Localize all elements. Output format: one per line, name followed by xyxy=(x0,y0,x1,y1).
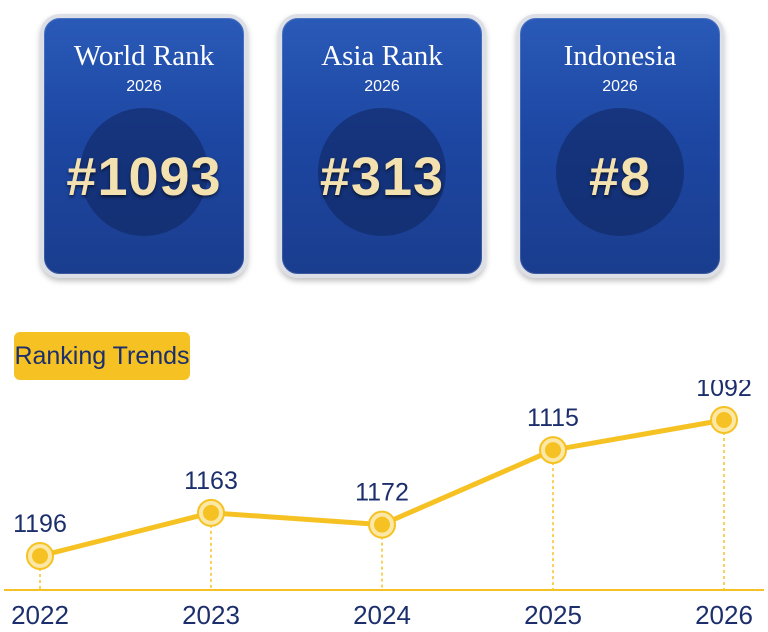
world-rank-card: World Rank 2026 #1093 xyxy=(40,14,248,278)
card-circle xyxy=(318,108,446,236)
card-rank-value: #8 xyxy=(588,147,652,207)
data-point xyxy=(203,504,219,521)
data-point xyxy=(716,412,732,428)
x-tick-label: 2026 xyxy=(695,600,753,630)
data-label: 1196 xyxy=(13,510,67,538)
card-title: World Rank xyxy=(73,40,215,72)
card-rank-value: #313 xyxy=(319,147,445,207)
x-tick-label: 2023 xyxy=(182,600,240,630)
asia-rank-card: Asia Rank 2026 #313 xyxy=(278,14,486,278)
data-point xyxy=(545,442,561,459)
rank-cards: World Rank 2026 #1093 Asia Rank 2026 #31… xyxy=(0,0,768,290)
data-label: 1092 xyxy=(696,380,752,402)
indonesia-rank-card: Indonesia 2026 #8 xyxy=(516,14,724,278)
card-year: 2026 xyxy=(364,78,400,95)
card-title: Asia Rank xyxy=(321,40,443,72)
card-circle xyxy=(80,108,208,236)
card-circle xyxy=(556,108,684,236)
card-year: 2026 xyxy=(126,78,162,95)
chart-title-badge: Ranking Trends xyxy=(14,332,190,380)
card-rank-value: #1093 xyxy=(66,147,222,207)
data-point xyxy=(374,516,390,533)
data-label: 1115 xyxy=(527,404,579,432)
x-tick-label: 2025 xyxy=(524,600,582,630)
data-label: 1163 xyxy=(184,467,238,495)
card-year: 2026 xyxy=(602,78,638,95)
x-tick-label: 2022 xyxy=(11,600,69,630)
data-points xyxy=(26,406,738,570)
data-label: 1172 xyxy=(355,479,409,507)
card-title: Indonesia xyxy=(563,40,677,72)
x-tick-labels: 2022 2023 2024 2025 2026 xyxy=(11,600,753,630)
data-point xyxy=(32,548,48,564)
data-labels: 1196 1163 1172 1115 1092 xyxy=(13,380,752,538)
x-tick-label: 2024 xyxy=(353,600,411,630)
